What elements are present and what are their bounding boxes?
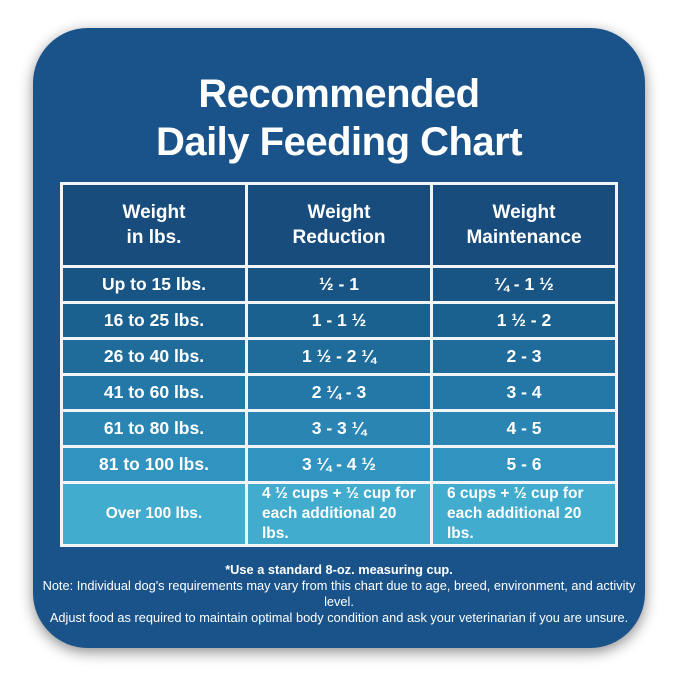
reduction-cell: 2 ¼ - 3: [245, 373, 433, 412]
reduction-cell: 1 ½ - 2 ¼: [245, 337, 433, 376]
feeding-chart-card: Recommended Daily Feeding Chart Weight in…: [33, 28, 645, 648]
reduction-cell: 1 - 1 ½: [245, 301, 433, 340]
title-line-2: Daily Feeding Chart: [155, 120, 523, 164]
reduction-cell: 4 ½ cups + ½ cup for each additional 20 …: [245, 481, 433, 547]
maintenance-cell: 6 cups + ½ cup for each additional 20 lb…: [430, 481, 618, 547]
weight-cell: 26 to 40 lbs.: [60, 337, 248, 376]
footnotes: *Use a standard 8-oz. measuring cup. Not…: [33, 562, 645, 626]
footnote-note: Note: Individual dog's requirements may …: [42, 578, 636, 609]
maintenance-cell: 4 - 5: [430, 409, 618, 448]
column-header-reduction: Weight Reduction: [245, 182, 433, 268]
reduction-cell: 3 - 3 ¼: [245, 409, 433, 448]
reduction-cell: ½ - 1: [245, 265, 433, 304]
feeding-table-header: Weight in lbs. Weight Reduction Weight Mainte…: [60, 182, 618, 268]
feeding-table: Weight in lbs. Weight Reduction Weight Mainte…: [60, 182, 618, 547]
weight-cell: 16 to 25 lbs.: [60, 301, 248, 340]
page-title: Recommended Daily Feeding Chart: [33, 70, 645, 166]
table-row: Over 100 lbs. 4 ½ cups + ½ cup for each a…: [60, 481, 618, 547]
weight-cell: Over 100 lbs.: [60, 481, 248, 547]
column-header-weight: Weight in lbs.: [60, 182, 248, 268]
weight-cell: 41 to 60 lbs.: [60, 373, 248, 412]
header-row: Weight in lbs. Weight Reduction Weight Mainte…: [60, 182, 618, 268]
maintenance-cell: ¼ - 1 ½: [430, 265, 618, 304]
footnote-adjust: Adjust food as required to maintain opti…: [49, 610, 629, 625]
footnote-measuring-cup: *Use a standard 8-oz. measuring cup.: [225, 562, 453, 577]
maintenance-cell: 5 - 6: [430, 445, 618, 484]
weight-cell: 81 to 100 lbs.: [60, 445, 248, 484]
maintenance-cell: 1 ½ - 2: [430, 301, 618, 340]
maintenance-cell: 3 - 4: [430, 373, 618, 412]
maintenance-cell: 2 - 3: [430, 337, 618, 376]
column-header-maintenance: Weight Maintenance: [430, 182, 618, 268]
reduction-cell: 3 ¼ - 4 ½: [245, 445, 433, 484]
weight-cell: 61 to 80 lbs.: [60, 409, 248, 448]
title-line-1: Recommended: [198, 72, 480, 116]
weight-cell: Up to 15 lbs.: [60, 265, 248, 304]
